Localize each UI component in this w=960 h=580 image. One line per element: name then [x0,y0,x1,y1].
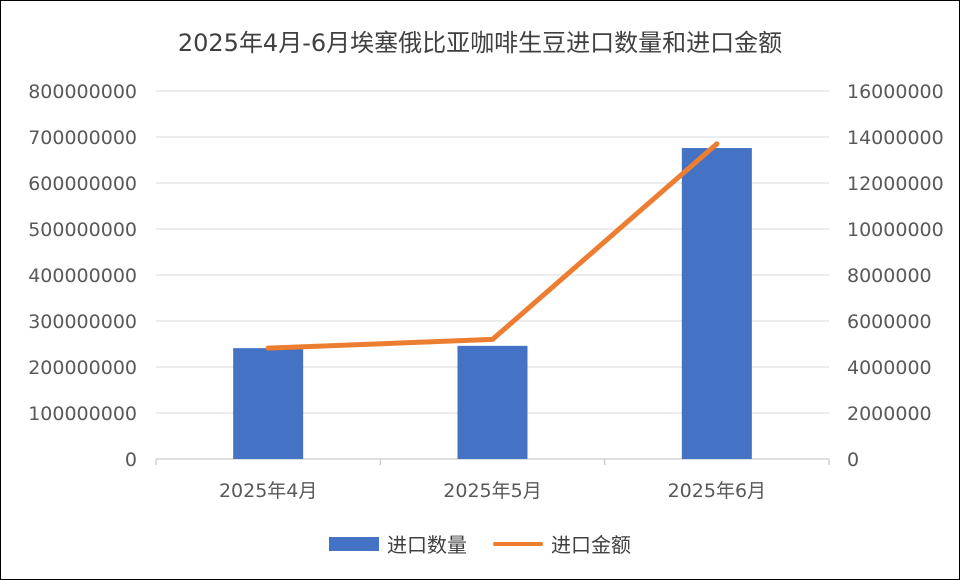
legend-swatch-bar [329,536,379,551]
y-left-tick-label: 700000000 [28,127,137,149]
legend-label-amount: 进口金额 [551,533,631,557]
y-left-tick-label: 600000000 [28,173,137,195]
y-right-tick-label: 2000000 [847,403,932,425]
x-tick-label: 2025年4月 [219,480,317,502]
x-tick-label: 2025年6月 [668,480,766,502]
y-right-tick-label: 8000000 [847,265,932,287]
y-left-tick-label: 800000000 [28,81,137,103]
legend-item-amount: 进口金额 [493,529,631,558]
legend-swatch-line [493,541,543,546]
line-amount-point [265,345,271,351]
legend-label-quantity: 进口数量 [387,533,467,557]
bar-quantity [457,345,528,459]
y-left-tick-label: 400000000 [28,265,137,287]
line-amount [265,141,720,351]
legend-item-quantity: 进口数量 [329,529,467,558]
bar-quantity [233,348,304,459]
y-left-tick-label: 300000000 [28,311,137,333]
chart-legend: 进口数量 进口金额 [1,529,959,558]
y-right-tick-label: 12000000 [847,173,944,195]
bar-quantity [681,148,752,460]
chart-title: 2025年4月-6月埃塞俄比亚咖啡生豆进口数量和进口金额 [177,29,783,57]
y-right-tick-label: 0 [847,449,859,471]
y-right-tick-label: 4000000 [847,357,932,379]
y-right-tick-label: 16000000 [847,81,944,103]
y-right-tick-label: 6000000 [847,311,932,333]
y-left-tick-label: 100000000 [28,403,137,425]
y-left-tick-label: 0 [125,449,137,471]
y-left-tick-label: 200000000 [28,357,137,379]
y-right-tick-label: 10000000 [847,219,944,241]
line-amount-point [490,336,495,342]
line-amount-point [714,141,720,147]
x-tick-label: 2025年5月 [443,480,541,502]
y-right-tick-label: 14000000 [847,127,944,149]
y-left-tick-label: 500000000 [28,219,137,241]
